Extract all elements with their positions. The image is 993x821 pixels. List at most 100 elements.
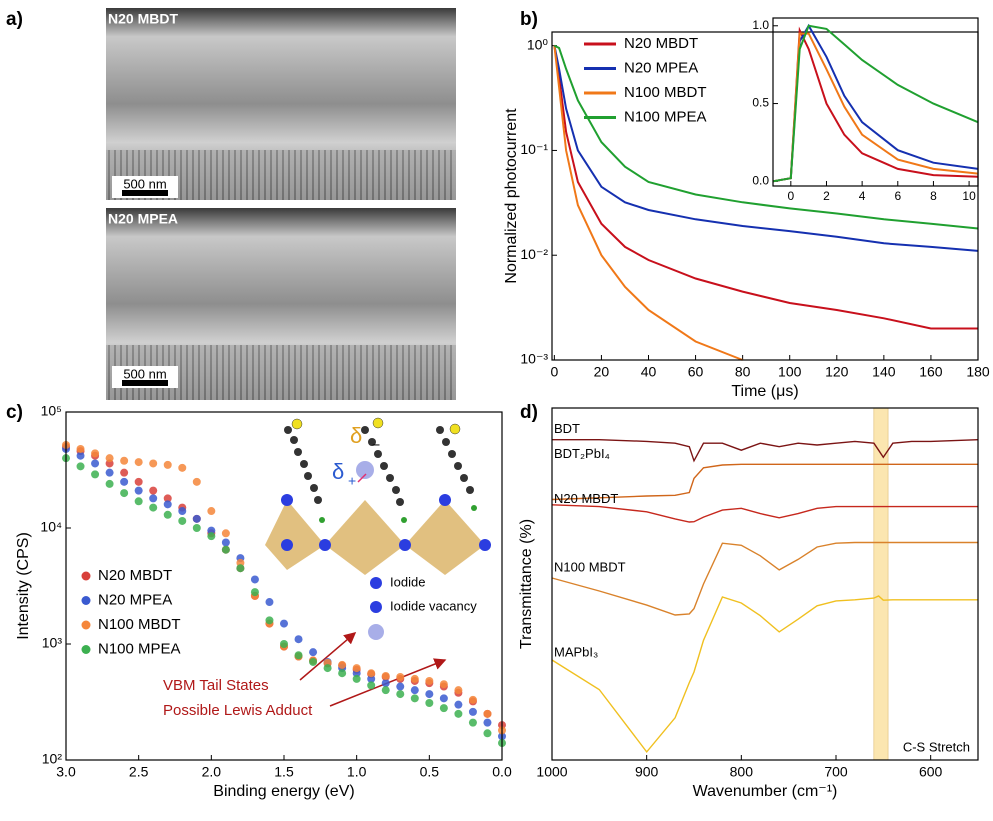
x-axis-title: Wavenumber (cm⁻¹) — [693, 783, 838, 800]
diagram-label: + — [348, 473, 356, 489]
scatter-point — [192, 477, 201, 486]
legend-label: N20 MPEA — [98, 591, 172, 608]
scatter-point — [192, 514, 201, 523]
scatter-point — [76, 444, 85, 453]
scatter-point — [294, 651, 303, 660]
scatter-point — [163, 510, 172, 519]
scatter-point — [134, 477, 143, 486]
x-tick-label: 8 — [930, 189, 937, 203]
scatter-point — [221, 538, 230, 547]
x-tick-label: 700 — [824, 763, 848, 779]
scatter-point — [454, 700, 463, 709]
scatter-point — [221, 545, 230, 554]
scale-bar-label: 500 nm — [123, 176, 166, 191]
highlight-label: C-S Stretch — [903, 739, 970, 754]
scatter-point — [105, 454, 114, 463]
plot-frame — [65, 411, 503, 761]
scatter-point — [468, 718, 477, 727]
scatter-point — [338, 669, 347, 678]
panel-label: c) — [6, 402, 23, 423]
x-tick-label: 6 — [894, 189, 901, 203]
scatter-point — [120, 456, 129, 465]
scatter-point — [425, 699, 434, 708]
series-line — [552, 439, 979, 463]
series-line — [553, 45, 979, 252]
scatter-point — [468, 695, 477, 704]
scatter-point — [207, 507, 216, 516]
scatter-point — [367, 669, 376, 678]
annotation-arrow — [299, 632, 357, 681]
diagram-label: Iodide — [390, 574, 425, 589]
x-tick-label: 0 — [550, 363, 558, 379]
diagram-label: δ — [332, 459, 344, 484]
plot-frame — [772, 17, 979, 187]
series-line — [553, 45, 978, 330]
scale-bar-label: 500 nm — [123, 366, 166, 381]
x-tick-label: 1.0 — [347, 763, 367, 779]
scatter-point — [178, 516, 187, 525]
legend-swatch — [81, 620, 91, 630]
scatter-point — [323, 664, 332, 673]
series-label: MAPbI₃ — [554, 644, 598, 659]
plot: 3.0 2.5 2.0 1.5 1.0 0.5 0.0 10² 10³ 10⁴ 10⁵ Binding… — [15, 403, 512, 801]
x-tick-label: 0 — [787, 189, 794, 203]
scatter-point — [120, 489, 129, 498]
x-tick-label: 2 — [823, 189, 830, 203]
scatter-point — [309, 657, 318, 666]
scatter-point — [134, 497, 143, 506]
x-tick-label: 160 — [919, 363, 943, 379]
series-line — [772, 23, 979, 183]
scatter-point — [105, 468, 114, 477]
y-axis-title: Transmittance (%) — [518, 519, 535, 649]
scatter-point — [236, 564, 245, 573]
series-line — [551, 541, 978, 616]
scatter-point — [381, 686, 390, 695]
scatter-point — [76, 451, 85, 460]
scatter-point — [134, 458, 143, 467]
diagram-label: − — [372, 437, 380, 453]
x-tick-label: 120 — [825, 363, 849, 379]
series-line — [553, 44, 979, 230]
scatter-point — [91, 470, 100, 479]
y-tick-label: 10⁴ — [40, 519, 62, 535]
scatter-point — [149, 459, 158, 468]
x-axis-title: Time (μs) — [731, 383, 798, 400]
x-axis-title: Binding energy (eV) — [213, 783, 354, 800]
scatter-point — [367, 674, 376, 683]
scatter-point — [91, 449, 100, 458]
scatter-point — [149, 494, 158, 503]
x-tick-label: 4 — [859, 189, 866, 203]
scatter-point — [163, 460, 172, 469]
x-tick-label: 900 — [635, 763, 659, 779]
y-axis-title: Intensity (CPS) — [15, 532, 32, 640]
scatter-point — [425, 676, 434, 685]
molecule-diagram — [265, 417, 491, 640]
scatter-point — [207, 532, 216, 541]
x-tick-label: 180 — [966, 363, 990, 379]
scatter-point — [410, 694, 419, 703]
scatter-point — [367, 681, 376, 690]
scatter-point — [178, 507, 187, 516]
scatter-point — [163, 500, 172, 509]
legend-label: N100 MBDT — [624, 84, 707, 101]
scatter-point — [105, 479, 114, 488]
scatter-point — [134, 486, 143, 495]
y-tick-label: 10⁵ — [41, 403, 62, 419]
y-tick-label: 0.0 — [752, 174, 769, 188]
x-tick-label: 2.0 — [202, 763, 222, 779]
legend-label: N100 MPEA — [98, 640, 181, 657]
series-label: BDT — [554, 421, 580, 436]
image-label: N20 MPEA — [108, 211, 178, 227]
scatter-point — [410, 674, 419, 683]
x-tick-label: 40 — [641, 363, 657, 379]
legend-label: N100 MBDT — [98, 616, 181, 633]
scatter-point — [338, 660, 347, 669]
y-tick-label: 10² — [42, 751, 63, 767]
legend-label: N20 MBDT — [98, 567, 172, 584]
x-tick-label: 0.5 — [420, 763, 440, 779]
plot: 0 2 4 6 8 10 0.0 0.5 1.0 — [752, 17, 979, 203]
y-tick-label: 10⁰ — [527, 36, 549, 52]
y-tick-label: 10⁻² — [520, 246, 548, 262]
x-tick-label: 2.5 — [129, 763, 149, 779]
